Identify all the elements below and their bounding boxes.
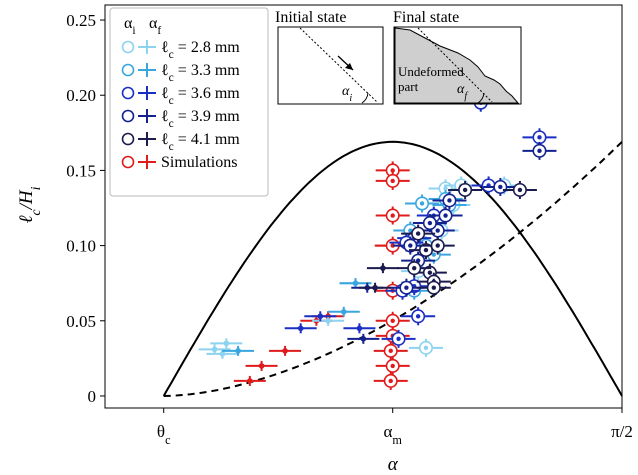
legend-final-marker [121, 63, 135, 77]
x-axis-label: α [388, 454, 399, 475]
legend-final-marker [121, 132, 135, 146]
y-tick-label: 0 [88, 387, 97, 406]
initial-angle-point [297, 325, 304, 332]
final-angle-point-center [427, 220, 433, 226]
legend-box [109, 7, 269, 197]
final-angle-point-center [537, 148, 542, 154]
legend-entry-label: ℓc = 4.1 mm [161, 131, 240, 153]
y-tick-label: 0.05 [66, 312, 96, 331]
final-angle-point-center [388, 378, 393, 384]
final-angle-point-center [390, 243, 395, 248]
final-angle-point-center [408, 243, 413, 248]
inset-final-title: Final state [393, 9, 459, 26]
x-tick-label: θc [157, 422, 171, 447]
final-angle-point-center [390, 213, 395, 218]
series-ℓc = 3.6 mm [284, 93, 557, 348]
legend-header-initial: αi [124, 15, 136, 37]
initial-angle-point [247, 378, 253, 384]
final-angle-point-center [517, 187, 523, 193]
max-angle-curve [162, 140, 623, 397]
final-angle-point-center [390, 318, 395, 323]
plot-area [104, 4, 623, 409]
legend-final-marker [121, 109, 135, 123]
inset-initial-title: Initial state [275, 9, 347, 26]
legend-entry-label: ℓc = 2.8 mm [161, 39, 240, 61]
final-angle-point-center [443, 186, 448, 191]
initial-angle-point [360, 336, 367, 342]
legend-final-marker [121, 155, 135, 169]
final-angle-point-center [415, 258, 421, 263]
initial-angle-point [372, 284, 378, 291]
final-angle-point-center [419, 201, 425, 206]
legend-entry-label: ℓc = 3.6 mm [161, 85, 240, 107]
series-Simulations [233, 161, 410, 390]
x-tick-label: αm [383, 422, 402, 447]
inset-initial-box [277, 26, 384, 105]
inset-initial-angle-arc [361, 92, 369, 104]
initial-angle-point [235, 348, 241, 354]
legend-final-marker [121, 86, 135, 100]
final-angle-point-center [388, 348, 393, 354]
final-angle-point-center [427, 270, 433, 275]
final-angle-point-center [431, 252, 437, 257]
plot-border [104, 4, 623, 409]
inset-initial-slope [299, 27, 378, 103]
inset-undeformed-line1: Undeformed [398, 64, 464, 79]
initial-angle-point [325, 317, 331, 324]
final-angle-point-center [435, 228, 440, 233]
initial-angle-point [211, 346, 218, 353]
y-tick-label: 0.25 [66, 11, 96, 30]
initial-angle-point [258, 363, 265, 369]
initial-angle-point [282, 348, 288, 354]
y-tick-label: 0.20 [66, 86, 96, 105]
y-tick-label: 0.10 [66, 237, 96, 256]
axes: 0 0.05 0.10 0.15 0.20 0.25 θc αm π/2 α ℓc/Hi [16, 11, 633, 475]
initial-angle-point [380, 265, 386, 271]
schematic-insets: Initial state αi Final state Undeformedpart… [275, 9, 522, 105]
inset-final-angle: αf [457, 82, 468, 102]
legend-entry-label: ℓc = 3.3 mm [161, 62, 240, 84]
final-angle-point-center [390, 168, 395, 173]
inset-initial-angle: αi [342, 84, 352, 104]
inset-initial-arrow-head [345, 63, 353, 70]
final-angle-point-center [390, 363, 395, 369]
final-angle-point-center [447, 198, 452, 203]
final-angle-point-center [498, 184, 503, 190]
inset-final-slope [417, 27, 493, 103]
y-tick-label: 0.15 [66, 161, 96, 180]
inset-final-angle-arc [477, 92, 485, 104]
final-angle-point-center [404, 285, 409, 290]
initial-angle-point [356, 325, 363, 332]
final-angle-point-center [435, 243, 440, 248]
series-ℓc = 4.1 mm [359, 180, 537, 297]
initial-angle-point [352, 280, 359, 286]
final-angle-point-center [423, 247, 429, 253]
series-ℓc = 3.9 mm [347, 141, 557, 344]
legend-entry-label: ℓc = 3.9 mm [161, 108, 240, 130]
final-angle-point-center [390, 178, 395, 184]
final-angle-point-center [537, 135, 542, 140]
initial-angle-point [340, 308, 347, 315]
initial-angle-point [219, 351, 226, 357]
inset-undeformed-line2: part [398, 79, 419, 94]
final-angle-point-center [415, 231, 421, 236]
final-angle-point-center [423, 345, 429, 351]
y-axis-label: ℓc/Hi [16, 186, 43, 223]
x-tick-label: π/2 [611, 422, 633, 441]
legend-header-final: αf [149, 15, 161, 37]
final-angle-point-center [431, 285, 437, 290]
final-angle-point-center [462, 187, 468, 193]
final-angle-point-center [412, 265, 417, 271]
initial-angle-point [317, 313, 324, 320]
data-points [198, 93, 557, 390]
final-angle-point-center [443, 213, 448, 218]
final-angle-point-center [396, 336, 401, 342]
final-angle-point-center [415, 314, 421, 319]
initial-angle-point [223, 340, 230, 347]
legend-final-marker [121, 40, 135, 54]
legend-entry-label: Simulations [161, 154, 237, 171]
